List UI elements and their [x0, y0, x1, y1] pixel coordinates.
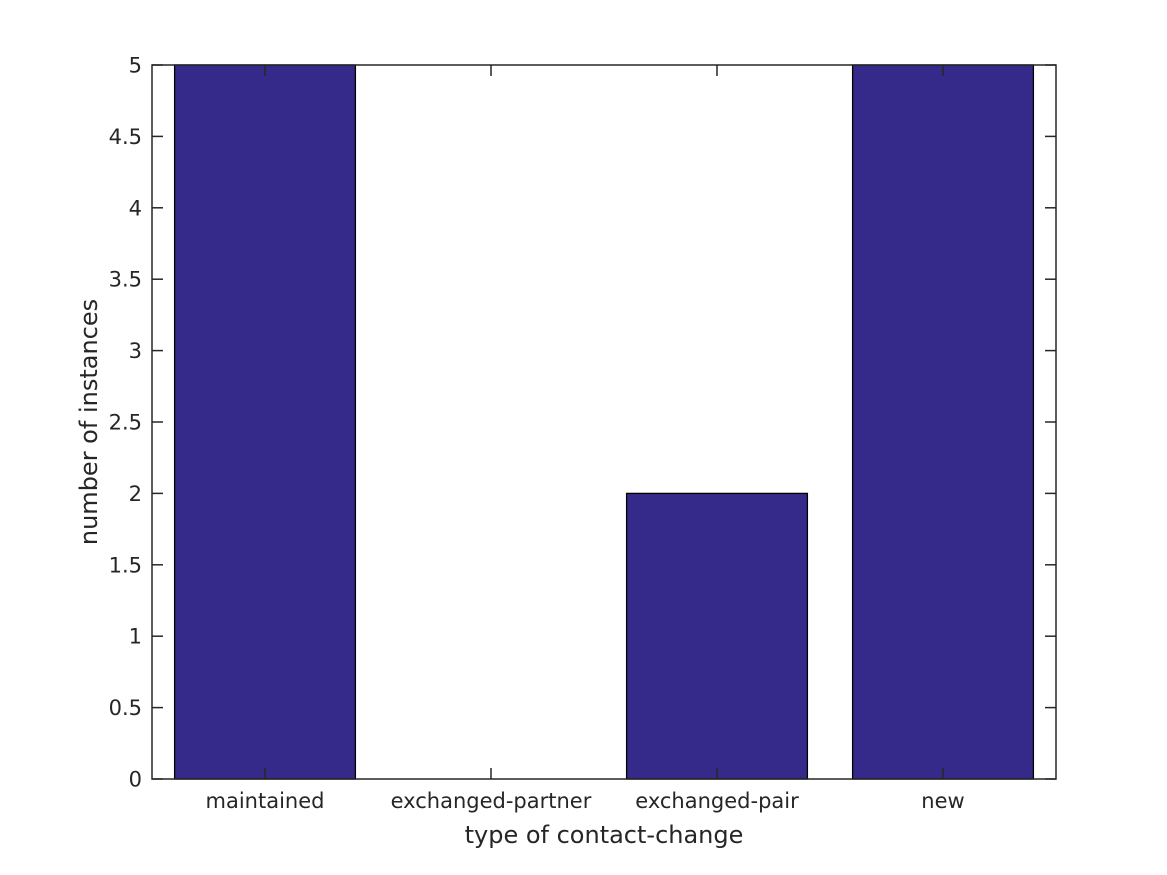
- y-tick-label: 2.5: [109, 411, 142, 435]
- y-tick-label: 4: [129, 196, 142, 220]
- y-axis-label: number of instances: [75, 299, 103, 545]
- y-tick-label: 1.5: [109, 553, 142, 577]
- y-tick-label: 0: [129, 768, 142, 792]
- x-tick-label-maintained: maintained: [206, 789, 325, 813]
- bar-new: [851, 64, 1035, 780]
- y-tick-label: 5: [129, 54, 142, 78]
- y-tick-label: 4.5: [109, 125, 142, 149]
- y-tick-label: 2: [129, 482, 142, 506]
- x-tick-label-exchanged-partner: exchanged-partner: [391, 789, 592, 813]
- bar-exchanged-pair: [625, 492, 809, 780]
- y-tick-label: 0.5: [109, 696, 142, 720]
- y-tick-label: 1: [129, 625, 142, 649]
- x-axis-label: type of contact-change: [465, 821, 744, 849]
- y-tick-label: 3: [129, 339, 142, 363]
- x-tick-label-new: new: [921, 789, 964, 813]
- x-tick-label-exchanged-pair: exchanged-pair: [635, 789, 799, 813]
- bar-maintained: [173, 64, 357, 780]
- y-tick-label: 3.5: [109, 268, 142, 292]
